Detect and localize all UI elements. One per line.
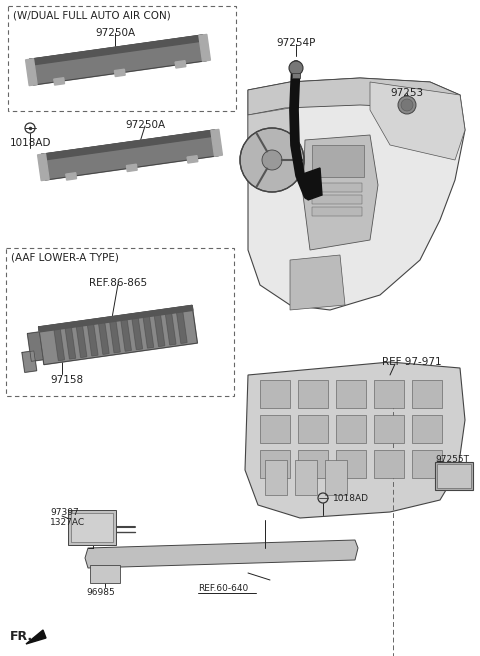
Polygon shape — [27, 332, 43, 361]
Text: 97397: 97397 — [50, 508, 79, 517]
Bar — [6, 248, 234, 396]
Polygon shape — [132, 315, 143, 350]
Polygon shape — [120, 317, 131, 351]
Bar — [336, 450, 366, 478]
Polygon shape — [22, 351, 36, 373]
Bar — [260, 450, 290, 478]
Bar — [412, 415, 442, 443]
Text: 1018AD: 1018AD — [333, 494, 369, 503]
Polygon shape — [248, 78, 460, 120]
Polygon shape — [211, 129, 222, 156]
Text: REF 97-971: REF 97-971 — [382, 357, 442, 367]
Polygon shape — [300, 168, 322, 200]
Text: FR.: FR. — [10, 630, 33, 643]
Circle shape — [262, 150, 282, 170]
Bar — [298, 450, 328, 478]
Polygon shape — [114, 69, 125, 77]
Bar — [437, 464, 471, 488]
Polygon shape — [54, 326, 64, 361]
Polygon shape — [85, 540, 358, 568]
Polygon shape — [65, 325, 75, 359]
Polygon shape — [98, 319, 109, 354]
Text: (AAF LOWER-A TYPE): (AAF LOWER-A TYPE) — [11, 252, 119, 262]
Text: 97250A: 97250A — [125, 120, 165, 130]
Text: 97254P: 97254P — [276, 38, 316, 48]
Text: 97158: 97158 — [50, 375, 83, 385]
Polygon shape — [87, 321, 98, 356]
Polygon shape — [370, 82, 465, 160]
Polygon shape — [248, 78, 465, 310]
Polygon shape — [126, 164, 137, 171]
Polygon shape — [30, 35, 206, 85]
Bar — [260, 415, 290, 443]
Bar — [412, 450, 442, 478]
Bar — [265, 460, 287, 495]
Polygon shape — [26, 630, 46, 644]
Bar — [412, 380, 442, 408]
Polygon shape — [248, 108, 295, 190]
Polygon shape — [76, 323, 87, 358]
Text: (W/DUAL FULL AUTO AIR CON): (W/DUAL FULL AUTO AIR CON) — [13, 10, 171, 20]
Circle shape — [398, 96, 416, 114]
Polygon shape — [290, 255, 345, 310]
Polygon shape — [42, 130, 218, 180]
Text: REF.60-640: REF.60-640 — [198, 584, 248, 593]
Polygon shape — [176, 309, 187, 343]
Bar — [260, 380, 290, 408]
Polygon shape — [37, 154, 49, 180]
Polygon shape — [30, 35, 204, 65]
Polygon shape — [143, 314, 154, 348]
Text: 96985: 96985 — [86, 588, 115, 597]
Bar — [68, 510, 116, 545]
Bar — [298, 415, 328, 443]
Polygon shape — [25, 59, 37, 85]
Polygon shape — [154, 312, 165, 346]
Polygon shape — [199, 34, 210, 61]
Bar — [374, 415, 404, 443]
Bar — [325, 460, 347, 495]
Bar — [71, 513, 113, 542]
Bar — [312, 195, 362, 204]
Circle shape — [240, 128, 304, 192]
Polygon shape — [175, 61, 186, 68]
Polygon shape — [109, 318, 120, 353]
Polygon shape — [303, 135, 378, 250]
Bar — [374, 450, 404, 478]
Polygon shape — [245, 362, 465, 518]
Text: 97255T: 97255T — [435, 455, 469, 464]
Polygon shape — [38, 306, 193, 332]
Bar — [336, 380, 366, 408]
Polygon shape — [187, 155, 198, 163]
Bar — [292, 73, 300, 78]
Text: 97250A: 97250A — [95, 28, 135, 38]
Text: 1018AD: 1018AD — [10, 138, 51, 148]
Text: REF.86-865: REF.86-865 — [89, 278, 147, 288]
Text: 97253: 97253 — [390, 88, 423, 98]
Bar — [312, 183, 362, 192]
Bar — [435, 462, 473, 490]
Polygon shape — [66, 173, 76, 180]
Text: 1327AC: 1327AC — [50, 518, 85, 527]
Bar — [295, 460, 317, 495]
Bar — [312, 207, 362, 216]
Bar — [336, 415, 366, 443]
Circle shape — [289, 61, 303, 75]
Bar — [298, 380, 328, 408]
Polygon shape — [165, 310, 176, 345]
Bar — [8, 6, 236, 111]
Polygon shape — [54, 77, 64, 85]
Bar — [90, 565, 120, 583]
Polygon shape — [38, 306, 197, 365]
Bar — [374, 380, 404, 408]
Circle shape — [401, 99, 413, 111]
Polygon shape — [42, 130, 216, 160]
Bar — [312, 145, 364, 177]
